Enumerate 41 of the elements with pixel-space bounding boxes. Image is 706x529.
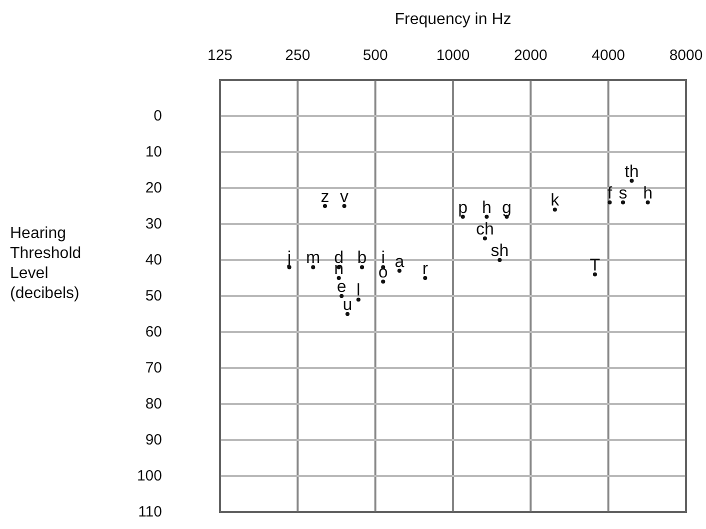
data-label: sh: [490, 241, 509, 260]
y-tick-label: 100: [136, 468, 162, 484]
y-tick-label: 60: [145, 324, 162, 340]
y-tick-label: 70: [145, 360, 162, 376]
data-label: h: [643, 183, 653, 202]
data-label: f: [607, 183, 612, 202]
y-tick-label: 40: [145, 252, 162, 268]
data-label: u: [342, 295, 352, 314]
y-tick-label: 110: [138, 504, 162, 520]
y-tick-label: 20: [145, 180, 162, 196]
y-tick-label: 30: [145, 216, 162, 232]
y-axis-title: Hearing Threshold Level (decibels): [10, 225, 82, 302]
x-tick-label: 1000: [436, 47, 470, 64]
y-tick-label: 10: [145, 144, 162, 160]
data-label: z: [320, 187, 330, 206]
data-label: b: [357, 248, 367, 268]
y-tick-label: 80: [145, 396, 162, 412]
data-label: a: [394, 252, 405, 271]
data-label: th: [624, 162, 639, 181]
x-tick-label: 250: [285, 47, 310, 64]
data-label: s: [618, 183, 628, 202]
x-tick-label: 500: [362, 47, 388, 64]
data-label: ch: [476, 219, 494, 238]
y-tick-label: 90: [145, 432, 162, 448]
x-axis-title: Frequency in Hz: [394, 11, 512, 28]
data-label: r: [422, 259, 428, 278]
data-label: h: [482, 198, 492, 217]
data-label: p: [458, 198, 468, 217]
x-tick-label: 2000: [514, 47, 548, 64]
data-label: e: [336, 277, 346, 296]
data-label: k: [550, 190, 560, 210]
x-tick-label: 8000: [669, 47, 703, 64]
y-tick-label: 50: [145, 288, 162, 304]
data-label: l: [356, 280, 360, 300]
y-tick-label: 0: [154, 108, 162, 124]
x-tick-label: 4000: [592, 47, 626, 64]
x-tick-label: 125: [207, 47, 233, 64]
data-label: m: [306, 248, 320, 268]
data-label: T: [590, 255, 600, 274]
data-label: v: [340, 187, 350, 206]
data-label: o: [378, 262, 388, 282]
